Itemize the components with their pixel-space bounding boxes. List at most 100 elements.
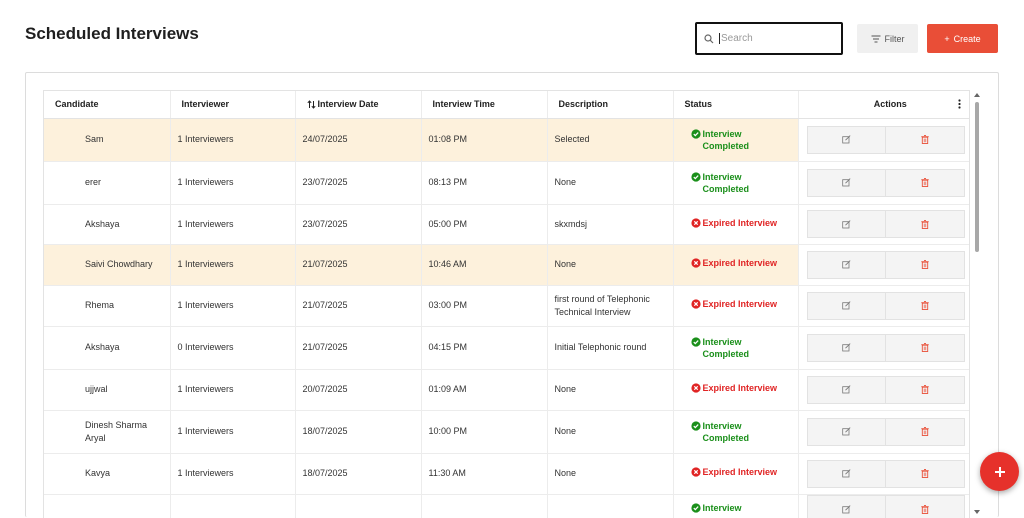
scrollbar-thumb[interactable] (975, 102, 979, 252)
plus-icon (994, 466, 1005, 477)
delete-button[interactable] (885, 376, 964, 403)
status-badge: Interview Completed (680, 128, 749, 152)
table-row[interactable]: erer 1 Interviewers 23/07/2025 08:13 PM None… (44, 161, 969, 205)
delete-button[interactable] (885, 496, 964, 518)
interviews-card: Candidate Interviewer Interview Date Int… (25, 72, 999, 518)
edit-button[interactable] (808, 496, 886, 518)
status-text: Expired Interview (702, 383, 778, 393)
edit-icon (842, 427, 851, 436)
status-text: Expired Interview (702, 467, 778, 477)
cell-description: None (547, 453, 674, 495)
delete-button[interactable] (885, 211, 964, 237)
action-buttons (806, 250, 965, 279)
cell-description: None (547, 410, 674, 454)
cell-time: 05:00 PM (421, 204, 548, 245)
edit-button[interactable] (808, 377, 886, 403)
edit-button[interactable] (808, 461, 886, 487)
search-input[interactable] (719, 33, 829, 44)
edit-icon (842, 301, 851, 310)
edit-button[interactable] (808, 127, 886, 153)
cell-date (295, 494, 422, 518)
trash-icon (921, 469, 929, 478)
status-badge: Interview Completed (680, 420, 749, 444)
table-row[interactable]: Dinesh Sharma Aryal 1 Interviewers 18/07/2… (44, 410, 969, 454)
delete-button[interactable] (885, 418, 964, 445)
trash-icon (921, 504, 929, 514)
status-line-2: Completed (702, 183, 750, 194)
cell-interviewer: 0 Interviewers (170, 326, 296, 370)
vertical-scrollbar[interactable] (973, 92, 981, 518)
cell-status: Interview Completed (673, 118, 799, 162)
edit-button[interactable] (808, 419, 886, 445)
table-row[interactable]: Sam 1 Interviewers 24/07/2025 01:08 PM Selec… (44, 118, 969, 162)
trash-icon (921, 178, 929, 187)
cell-description (547, 494, 674, 518)
col-header-status[interactable]: Status (673, 91, 799, 119)
edit-button[interactable] (808, 335, 886, 361)
edit-button[interactable] (808, 293, 886, 319)
cell-date: 23/07/2025 (295, 204, 422, 245)
sort-icon[interactable] (306, 100, 316, 110)
cell-interviewer: 1 Interviewers (170, 244, 296, 286)
col-header-candidate[interactable]: Candidate (44, 91, 171, 119)
cell-candidate: Rhema (44, 285, 171, 327)
table-row[interactable]: Saivi Chowdhary 1 Interviewers 21/07/2025 1… (44, 244, 969, 286)
cell-status: Expired Interview (673, 369, 799, 411)
delete-button[interactable] (885, 460, 964, 487)
scroll-up-arrow[interactable] (974, 93, 980, 97)
table-row[interactable]: Akshaya 0 Interviewers 21/07/2025 04:15 PM I… (44, 326, 969, 370)
cell-time: 10:46 AM (421, 244, 548, 286)
action-buttons (806, 375, 965, 404)
col-header-interviewer[interactable]: Interviewer (170, 91, 296, 119)
status-text: Interview Completed (703, 171, 750, 195)
plus-icon: + (944, 33, 950, 44)
edit-icon (842, 469, 851, 478)
cell-date: 21/07/2025 (295, 244, 422, 286)
delete-button[interactable] (885, 292, 964, 319)
edit-icon (842, 178, 851, 187)
table-row[interactable]: Kavya 1 Interviewers 18/07/2025 11:30 AM Non… (44, 453, 969, 495)
status-badge: Expired Interview (680, 382, 778, 394)
cell-description: first round of Telephonic Technical Inte… (547, 285, 674, 327)
action-buttons (806, 495, 965, 518)
col-header-description[interactable]: Description (547, 91, 674, 119)
status-line-1: Interview (702, 502, 742, 513)
edit-button[interactable] (808, 170, 886, 196)
cell-time: 08:13 PM (421, 161, 548, 205)
edit-button[interactable] (808, 252, 886, 278)
table-row[interactable]: Akshaya 1 Interviewers 23/07/2025 05:00 PM s… (44, 204, 969, 245)
filter-button[interactable]: Filter (857, 24, 918, 53)
edit-icon (842, 343, 851, 352)
col-header-date[interactable]: Interview Date (295, 91, 422, 119)
floating-add-button[interactable] (980, 452, 1019, 491)
cell-candidate: Akshaya (44, 326, 171, 370)
delete-button[interactable] (885, 169, 964, 196)
delete-button[interactable] (885, 334, 964, 361)
cell-status: Expired Interview (673, 244, 799, 286)
cell-interviewer: 1 Interviewers (170, 453, 296, 495)
scroll-down-arrow[interactable] (974, 510, 980, 514)
status-line-1: Interview (702, 420, 742, 431)
table-row[interactable]: Rhema 1 Interviewers 21/07/2025 03:00 PM fir… (44, 285, 969, 327)
cell-time (421, 494, 548, 518)
col-header-date-label: Interview Date (317, 99, 379, 110)
edit-icon (842, 219, 851, 228)
cell-status: Interview (673, 494, 799, 518)
filter-label: Filter (884, 33, 905, 44)
kebab-menu-icon[interactable] (958, 99, 961, 109)
table-row[interactable]: ujjwal 1 Interviewers 20/07/2025 01:09 AM No… (44, 369, 969, 411)
edit-button[interactable] (808, 211, 886, 237)
cell-date: 20/07/2025 (295, 369, 422, 411)
edit-icon (842, 385, 851, 394)
delete-button[interactable] (885, 126, 964, 153)
delete-button[interactable] (885, 251, 964, 278)
col-header-time[interactable]: Interview Time (421, 91, 548, 119)
cell-status: Expired Interview (673, 204, 799, 245)
search-box[interactable] (695, 22, 843, 55)
trash-icon (921, 427, 929, 436)
create-button[interactable]: + Create (927, 24, 998, 53)
status-text: Interview Completed (703, 336, 750, 360)
cell-candidate: Kavya (44, 453, 171, 495)
table-row[interactable]: Interview (44, 494, 969, 518)
cell-date: 23/07/2025 (295, 161, 422, 205)
